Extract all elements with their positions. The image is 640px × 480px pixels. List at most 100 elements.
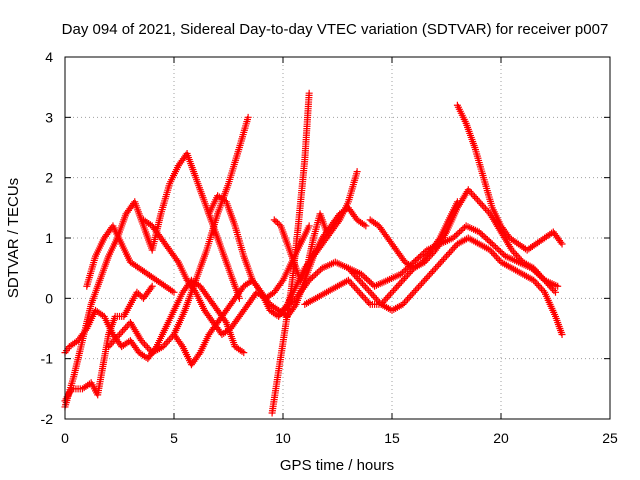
- series-arc9: [268, 89, 313, 417]
- data-point: [358, 292, 366, 300]
- data-point: [477, 200, 485, 208]
- data-point: [400, 275, 408, 283]
- data-point: [531, 278, 539, 286]
- y-axis-label: SDTVAR / TECUs: [5, 178, 22, 298]
- data-point: [511, 250, 519, 258]
- data-point: [357, 278, 365, 286]
- data-point: [430, 266, 438, 274]
- data-point: [313, 269, 321, 277]
- data-point: [545, 281, 553, 289]
- data-point: [357, 270, 365, 278]
- data-point: [539, 275, 547, 283]
- data-point: [148, 282, 156, 290]
- data-point: [346, 278, 354, 286]
- data-point: [400, 299, 408, 307]
- data-point: [396, 280, 404, 288]
- data-point: [164, 337, 172, 345]
- data-point: [393, 283, 401, 291]
- data-point: [422, 275, 430, 283]
- data-point: [494, 255, 502, 263]
- data-point: [139, 338, 147, 346]
- data-point: [135, 290, 143, 298]
- data-point: [558, 331, 566, 339]
- data-point: [539, 287, 547, 295]
- data-point: [500, 251, 508, 259]
- data-point: [290, 296, 298, 304]
- data-point: [533, 268, 541, 276]
- data-point: [240, 349, 248, 357]
- data-point: [421, 276, 429, 284]
- data-point: [305, 276, 313, 284]
- data-point: [365, 299, 373, 307]
- data-point: [361, 273, 369, 281]
- data-point: [397, 278, 405, 286]
- data-point: [404, 295, 412, 303]
- data-point: [162, 339, 170, 347]
- data-point: [140, 340, 148, 348]
- data-point: [108, 339, 116, 347]
- data-point: [530, 264, 538, 272]
- data-point: [466, 187, 474, 195]
- data-point: [364, 276, 372, 284]
- data-point: [278, 278, 286, 286]
- data-point: [480, 203, 488, 211]
- data-point: [353, 168, 361, 176]
- data-point: [495, 246, 503, 254]
- data-point: [419, 278, 427, 286]
- data-point: [441, 254, 449, 262]
- y-tick-label: 0: [45, 290, 53, 306]
- data-point: [508, 246, 516, 254]
- data-point: [488, 240, 496, 248]
- data-point: [425, 271, 433, 279]
- data-point: [390, 287, 398, 295]
- data-point: [111, 336, 119, 344]
- data-point: [359, 272, 367, 280]
- data-point: [475, 228, 483, 236]
- data-point: [414, 283, 422, 291]
- data-point: [272, 217, 280, 225]
- data-point: [308, 273, 316, 281]
- data-point: [418, 280, 426, 288]
- data-point: [363, 285, 371, 293]
- data-point: [534, 281, 542, 289]
- data-point: [372, 295, 380, 303]
- data-point: [145, 345, 153, 353]
- data-point: [498, 249, 506, 257]
- data-point: [317, 266, 325, 274]
- data-point: [161, 341, 169, 349]
- data-point: [349, 269, 357, 277]
- data-point: [275, 220, 283, 228]
- data-point: [360, 293, 368, 301]
- data-point: [477, 229, 485, 237]
- data-point: [398, 269, 406, 277]
- data-point: [367, 279, 375, 287]
- data-point: [490, 242, 498, 250]
- data-point: [453, 198, 461, 206]
- data-point: [541, 276, 549, 284]
- data-point: [385, 292, 393, 300]
- data-point: [558, 240, 566, 248]
- data-point: [312, 270, 320, 278]
- data-point: [459, 225, 467, 233]
- x-tick-label: 0: [61, 430, 69, 446]
- data-point: [496, 248, 504, 256]
- data-point: [407, 292, 415, 300]
- data-point: [279, 306, 287, 314]
- data-point: [488, 248, 496, 256]
- data-point: [374, 297, 382, 305]
- data-point: [410, 288, 418, 296]
- y-tick-label: 2: [45, 170, 53, 186]
- series-arc14: [453, 101, 566, 254]
- x-tick-label: 15: [384, 430, 400, 446]
- data-point: [478, 231, 486, 239]
- data-point: [244, 113, 252, 121]
- data-point: [307, 275, 315, 283]
- data-point: [170, 288, 178, 296]
- data-point: [133, 288, 141, 296]
- data-point: [450, 243, 458, 251]
- data-points: [61, 89, 566, 417]
- data-point: [530, 276, 538, 284]
- data-point: [394, 281, 402, 289]
- data-point: [493, 245, 501, 253]
- data-point: [291, 302, 299, 310]
